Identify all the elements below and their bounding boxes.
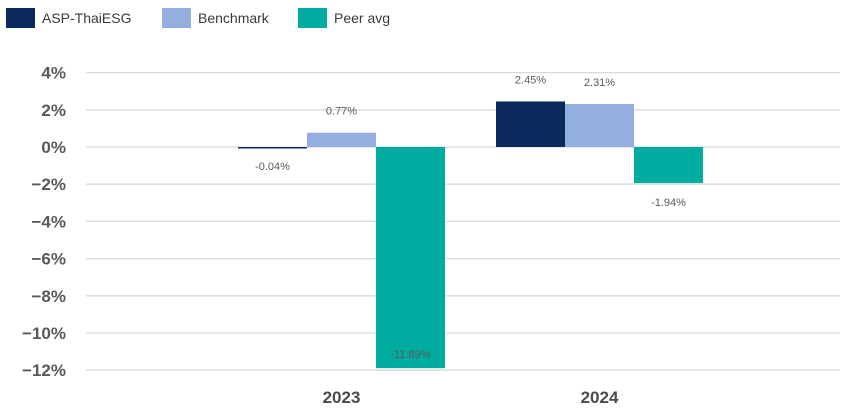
data-labels: -0.04% 0.77% -11.89% 2.45% 2.31% -1.94% (255, 74, 686, 361)
legend-label-0: ASP-ThaiESG (42, 10, 131, 26)
y-tick-label-8: −12% (22, 361, 66, 380)
y-axis: 4% 2% 0% −2% −4% −6% −8% −10% −12% (22, 64, 66, 381)
bars (238, 101, 703, 369)
data-label-2024-0: 2.45% (515, 74, 546, 86)
legend-label-2: Peer avg (334, 10, 390, 26)
bar-2023-2 (376, 147, 445, 369)
bar-2024-0 (496, 101, 565, 147)
y-tick-label-3: −2% (32, 175, 67, 194)
y-tick-label-0: 4% (41, 64, 66, 83)
data-label-2024-2: -1.94% (651, 197, 686, 209)
x-axis: 2023 2024 (323, 388, 619, 407)
x-tick-label-0: 2023 (323, 388, 361, 407)
data-label-2023-2: -11.89% (390, 349, 430, 361)
legend-swatch-2 (298, 8, 327, 28)
data-label-2023-1: 0.77% (326, 106, 357, 118)
legend-swatch-0 (6, 8, 35, 28)
y-tick-label-2: 0% (41, 138, 66, 157)
legend-swatch-1 (162, 8, 191, 28)
y-tick-label-5: −6% (32, 250, 67, 269)
y-tick-label-4: −4% (32, 212, 67, 231)
data-label-2023-0: -0.04% (255, 161, 290, 173)
bar-2023-1 (307, 132, 376, 147)
legend: ASP-ThaiESG Benchmark Peer avg (6, 8, 390, 28)
y-tick-label-1: 2% (41, 101, 66, 120)
bar-2024-2 (634, 147, 703, 184)
data-label-2024-1: 2.31% (584, 77, 615, 89)
y-tick-label-6: −8% (32, 287, 67, 306)
legend-label-1: Benchmark (198, 10, 270, 26)
y-tick-label-7: −10% (22, 324, 66, 343)
gridlines (86, 71, 840, 371)
bar-2024-1 (565, 104, 634, 147)
x-tick-label-1: 2024 (581, 388, 619, 407)
bar-2023-0 (238, 147, 307, 149)
